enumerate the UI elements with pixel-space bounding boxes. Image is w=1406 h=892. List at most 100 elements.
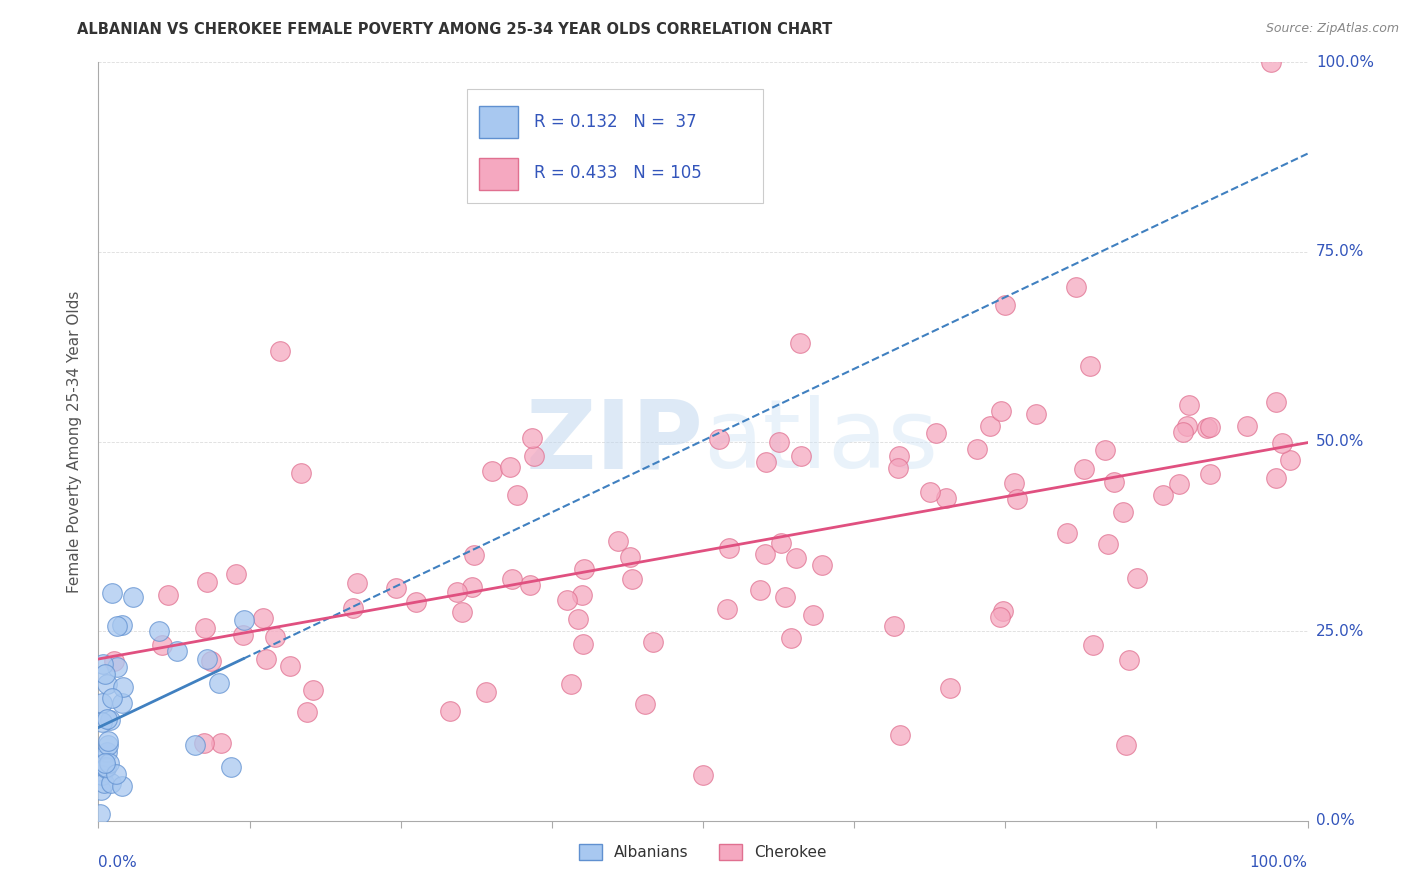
Point — [91, 768, 114, 782]
Point — [1081, 638, 1104, 652]
Point — [91, 657, 114, 672]
Text: 25.0%: 25.0% — [1316, 624, 1364, 639]
Point — [789, 335, 811, 350]
Point — [572, 637, 595, 651]
Point — [93, 776, 115, 790]
Point — [89, 806, 111, 821]
FancyBboxPatch shape — [479, 158, 517, 190]
Text: 75.0%: 75.0% — [1316, 244, 1364, 260]
Point — [979, 419, 1001, 434]
Point — [1168, 477, 1191, 491]
Point — [790, 449, 813, 463]
Point — [439, 704, 461, 718]
Point — [346, 576, 368, 591]
Point — [225, 566, 247, 581]
Point — [1236, 419, 1258, 434]
Point — [90, 783, 112, 797]
Point — [221, 760, 243, 774]
Point — [111, 680, 134, 694]
Point — [1125, 571, 1147, 585]
Point — [567, 612, 589, 626]
Point — [166, 643, 188, 657]
Point — [769, 536, 792, 550]
Point — [1265, 395, 1288, 409]
Legend: Albanians, Cherokee: Albanians, Cherokee — [572, 838, 834, 866]
Point — [104, 767, 127, 781]
Point — [94, 760, 117, 774]
Point — [193, 621, 215, 635]
Point — [111, 780, 134, 794]
Point — [101, 585, 124, 599]
Point — [197, 574, 219, 589]
Point — [475, 685, 498, 699]
Point — [481, 464, 503, 478]
Point — [148, 624, 170, 639]
Point — [754, 547, 776, 561]
Point — [254, 652, 277, 666]
Point — [1118, 653, 1140, 667]
Point — [97, 738, 120, 752]
Point — [295, 705, 318, 719]
Point — [195, 652, 218, 666]
Point — [1173, 425, 1195, 439]
Point — [785, 551, 807, 566]
Point — [519, 577, 541, 591]
Point — [555, 592, 578, 607]
Point — [692, 768, 714, 782]
Point — [150, 638, 173, 652]
Point — [607, 534, 630, 549]
Point — [1097, 537, 1119, 551]
Point — [91, 753, 114, 767]
Point — [278, 659, 301, 673]
Point — [768, 435, 790, 450]
Point — [779, 632, 801, 646]
Point — [499, 459, 522, 474]
Point — [184, 738, 207, 752]
Point — [994, 298, 1017, 312]
Point — [100, 776, 122, 790]
Point — [633, 697, 655, 711]
Point — [920, 484, 942, 499]
Point — [523, 449, 546, 463]
Y-axis label: Female Poverty Among 25-34 Year Olds: Female Poverty Among 25-34 Year Olds — [67, 291, 83, 592]
Point — [506, 488, 529, 502]
Text: R = 0.132   N =  37: R = 0.132 N = 37 — [534, 112, 696, 130]
Point — [121, 590, 143, 604]
Text: 100.0%: 100.0% — [1316, 55, 1374, 70]
Point — [96, 712, 118, 726]
Point — [105, 659, 128, 673]
Text: 100.0%: 100.0% — [1250, 855, 1308, 871]
Text: 0.0%: 0.0% — [98, 855, 138, 871]
Point — [157, 588, 180, 602]
Point — [939, 681, 962, 695]
Point — [966, 442, 988, 456]
Point — [935, 491, 957, 505]
Point — [889, 728, 911, 742]
Point — [1271, 436, 1294, 450]
Point — [1265, 471, 1288, 485]
Point — [200, 654, 222, 668]
Point — [96, 677, 118, 691]
Point — [990, 403, 1012, 417]
Point — [263, 630, 285, 644]
Point — [619, 549, 641, 564]
Point — [1056, 525, 1078, 540]
Point — [773, 590, 796, 604]
Point — [111, 696, 134, 710]
Point — [1278, 453, 1301, 467]
FancyBboxPatch shape — [467, 89, 763, 202]
Point — [90, 714, 112, 729]
Text: R = 0.433   N = 105: R = 0.433 N = 105 — [534, 164, 702, 182]
Point — [193, 736, 215, 750]
Point — [94, 756, 117, 770]
Point — [988, 610, 1011, 624]
Point — [232, 613, 254, 627]
FancyBboxPatch shape — [479, 106, 517, 138]
Point — [96, 746, 118, 760]
Point — [1260, 55, 1282, 70]
Text: 50.0%: 50.0% — [1316, 434, 1364, 449]
Point — [252, 611, 274, 625]
Point — [717, 541, 740, 555]
Point — [1115, 738, 1137, 752]
Point — [231, 628, 253, 642]
